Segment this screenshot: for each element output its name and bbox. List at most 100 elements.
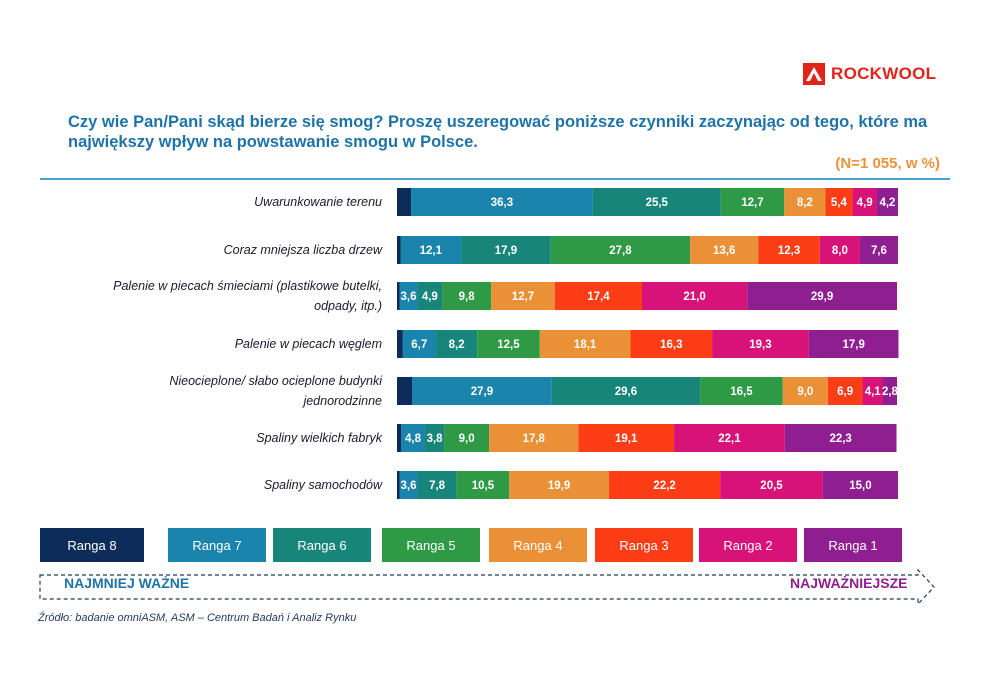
bar-segment [758,236,820,264]
bar-segment [397,424,402,452]
legend: Ranga 8 Ranga 7 Ranga 6 Ranga 5 Ranga 4 Ranga… [40,528,902,562]
bar-segment [819,236,860,264]
bar-segment [489,424,579,452]
bar-segment [554,282,642,310]
bar-segment [720,188,785,216]
data-label: 12,7 [741,197,763,209]
data-label: 10,5 [472,480,495,492]
data-label: 17,8 [523,433,546,445]
category-label: Spaliny samochodów [264,478,383,492]
least-important-label: NAJMNIEJ WAŻNE [64,575,190,591]
bar-segment [578,424,675,452]
title-divider [40,178,950,180]
most-important-label: NAJWAŻNIEJSZE [790,575,908,591]
data-label: 16,5 [730,386,753,398]
data-label: 2,8 [882,386,899,398]
category-label: Coraz mniejsza liczba drzew [224,243,383,257]
bar-segment [882,377,897,405]
bar-segment [674,424,785,452]
data-label: 4,9 [857,197,873,209]
bar-segment [397,330,403,358]
data-label: 4,8 [405,433,422,445]
bar-segment [444,424,490,452]
bar-segment [397,188,412,216]
logo-text: ROCKWOOL [831,64,937,83]
data-label: 3,6 [401,480,417,492]
bar-segment [641,282,748,310]
bar-segment [411,188,593,216]
data-label: 8,2 [797,197,813,209]
direction-arrow [39,569,935,605]
bar-segment [539,330,631,358]
bar-segment [425,424,445,452]
data-label: 3,6 [401,291,417,303]
bar-segment [859,236,898,264]
bar-segment [417,282,443,310]
category-label: Palenie w piecach śmieciami (plastikowe … [113,279,382,313]
bar-segment [712,330,809,358]
bar-segment [551,377,701,405]
data-label: 8,2 [449,339,465,351]
sample-note: (N=1 055, w %) [835,155,940,172]
bar-segment [747,282,897,310]
data-label: 12,1 [420,245,443,257]
legend-item: Ranga 8 [40,528,144,562]
bar-segment [412,377,552,405]
bar-segment [436,330,478,358]
bar-segment [442,282,492,310]
data-label: 18,1 [574,339,597,351]
data-label: 19,3 [749,339,771,351]
bar-segment [509,471,609,499]
bar-segment [397,236,401,264]
data-label: 36,3 [491,197,513,209]
data-label: 9,0 [459,433,475,445]
bar-segment [400,236,462,264]
data-label: 3,8 [427,433,444,445]
bar-segment [399,282,418,310]
data-label: 21,0 [683,291,705,303]
data-label: 15,0 [849,480,871,492]
bar-segment [862,377,883,405]
bar-segment [491,282,555,310]
data-label: 17,9 [495,245,517,257]
data-label: 22,2 [653,480,675,492]
bar-segment [402,330,437,358]
bar-segment [417,471,457,499]
legend-item: Ranga 1 [804,528,902,562]
data-label: 20,5 [760,480,783,492]
chart-title: Czy wie Pan/Pani skąd bierze się smog? P… [68,113,928,151]
data-label: 4,2 [879,197,895,209]
bar-segment [784,424,897,452]
legend-item: Ranga 4 [489,528,587,562]
data-label: 5,4 [831,197,848,209]
bar-segment [876,188,898,216]
bar-segment [456,471,510,499]
rockwool-logo: ROCKWOOL [803,63,936,85]
data-label: 16,3 [660,339,682,351]
category-label: Palenie w piecach węglem [235,337,382,351]
bar-segment [592,188,721,216]
bar-segment [690,236,759,264]
data-label: 8,0 [832,245,848,257]
category-label: Spaliny wielkich fabryk [256,431,382,445]
legend-item: Ranga 7 [168,528,266,562]
data-label: 29,9 [811,291,833,303]
bar-segment [550,236,691,264]
data-label: 9,8 [459,291,476,303]
data-label: 12,3 [778,245,800,257]
rockwool-logo-icon [803,63,825,85]
data-label: 7,8 [429,480,446,492]
data-label: 27,8 [609,245,632,257]
bar-segment [461,236,551,264]
bar-segment [700,377,783,405]
bar-segment [608,471,721,499]
bar-segment [397,377,413,405]
data-label: 27,9 [471,386,493,398]
bar-segment [397,282,400,310]
data-label: 13,6 [713,245,735,257]
bar-segment [822,471,898,499]
bar-segment [782,377,828,405]
data-label: 12,7 [512,291,534,303]
data-label: 22,3 [829,433,851,445]
bar-segment [784,188,826,216]
